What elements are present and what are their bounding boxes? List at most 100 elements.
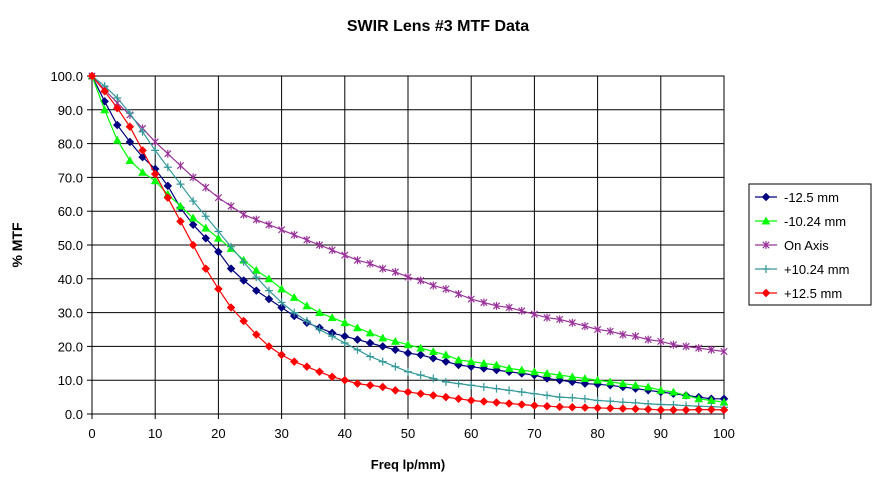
data-point	[378, 382, 388, 392]
data-point	[277, 350, 286, 360]
data-point	[264, 342, 274, 351]
data-point	[315, 308, 324, 317]
data-point	[567, 372, 577, 381]
data-point	[442, 284, 450, 293]
data-point	[404, 273, 412, 282]
data-point	[504, 363, 514, 372]
data-point	[188, 213, 198, 222]
data-point	[366, 259, 374, 268]
data-point	[302, 362, 312, 372]
data-point	[416, 389, 425, 399]
legend-entry: -12.5 mm	[755, 190, 839, 205]
data-point	[467, 381, 476, 390]
data-point	[366, 352, 375, 361]
data-point	[391, 268, 399, 277]
data-point	[289, 292, 299, 301]
y-tick-label: 60.0	[58, 204, 83, 219]
data-point	[340, 318, 350, 327]
data-point	[353, 345, 362, 354]
data-point	[176, 216, 185, 226]
data-point	[707, 345, 715, 354]
data-point	[340, 339, 349, 348]
data-point	[619, 330, 627, 339]
data-point	[429, 374, 438, 383]
data-point	[189, 173, 197, 182]
data-point	[644, 335, 652, 344]
y-tick-label: 10.0	[58, 373, 83, 388]
data-point	[391, 345, 400, 355]
data-point	[264, 286, 273, 295]
data-point	[682, 342, 690, 351]
data-point	[315, 241, 324, 249]
data-point	[239, 276, 249, 285]
data-point	[681, 390, 691, 399]
data-point	[694, 405, 704, 414]
data-point	[112, 135, 122, 144]
data-point	[669, 340, 678, 349]
data-point	[643, 404, 653, 414]
x-tick-label: 90	[654, 426, 668, 441]
data-point	[618, 379, 628, 388]
data-point	[214, 247, 223, 257]
series	[87, 71, 729, 406]
y-tick-label: 50.0	[58, 238, 83, 253]
data-point	[517, 388, 526, 397]
x-tick-label: 100	[713, 426, 735, 441]
data-point	[631, 404, 640, 414]
data-point	[201, 212, 210, 221]
data-point	[125, 155, 135, 164]
data-point	[353, 323, 362, 332]
axes: 0 10 20 30 40 50 60 70 80 90 100 0.0 10.0 20.0 30.0 40.…	[50, 69, 734, 441]
data-point	[417, 276, 425, 285]
data-point	[150, 176, 160, 185]
data-point	[441, 357, 451, 366]
data-point	[761, 288, 771, 298]
data-point	[251, 286, 261, 295]
data-point	[227, 202, 235, 211]
data-point	[762, 265, 770, 273]
x-tick-label: 60	[464, 426, 478, 441]
data-point	[201, 223, 211, 232]
data-point	[605, 377, 615, 386]
y-tick-label: 40.0	[58, 272, 83, 287]
data-point	[529, 367, 539, 376]
grid	[91, 75, 725, 415]
data-point	[277, 298, 286, 307]
data-point	[151, 146, 160, 155]
data-point	[226, 303, 236, 312]
data-point	[543, 391, 552, 400]
data-point	[707, 405, 716, 414]
data-point	[201, 264, 211, 274]
data-point	[542, 368, 552, 377]
data-point	[176, 180, 185, 189]
data-point	[390, 336, 400, 345]
data-point	[189, 197, 198, 206]
data-point	[492, 301, 501, 310]
data-point	[239, 316, 249, 326]
data-point	[681, 405, 691, 415]
data-point	[226, 264, 236, 274]
data-point	[556, 315, 564, 324]
data-point	[125, 109, 134, 118]
data-point	[290, 230, 298, 239]
data-point	[593, 403, 602, 413]
data-point	[340, 375, 350, 385]
data-point	[202, 183, 210, 192]
data-point	[517, 365, 527, 374]
data-point	[480, 298, 488, 307]
data-point	[695, 344, 703, 353]
data-point	[593, 375, 603, 384]
legend-entry: On Axis	[755, 238, 829, 253]
data-point	[315, 367, 324, 377]
x-tick-label: 40	[338, 426, 352, 441]
data-point	[518, 306, 526, 315]
data-point	[164, 149, 172, 158]
y-axis-label: % MTF	[9, 222, 25, 268]
data-point	[761, 216, 771, 225]
data-point	[505, 386, 514, 395]
data-point	[365, 328, 375, 337]
data-point	[669, 387, 678, 396]
data-point	[568, 393, 577, 402]
x-axis-label: Freq lp/mm)	[371, 457, 445, 472]
